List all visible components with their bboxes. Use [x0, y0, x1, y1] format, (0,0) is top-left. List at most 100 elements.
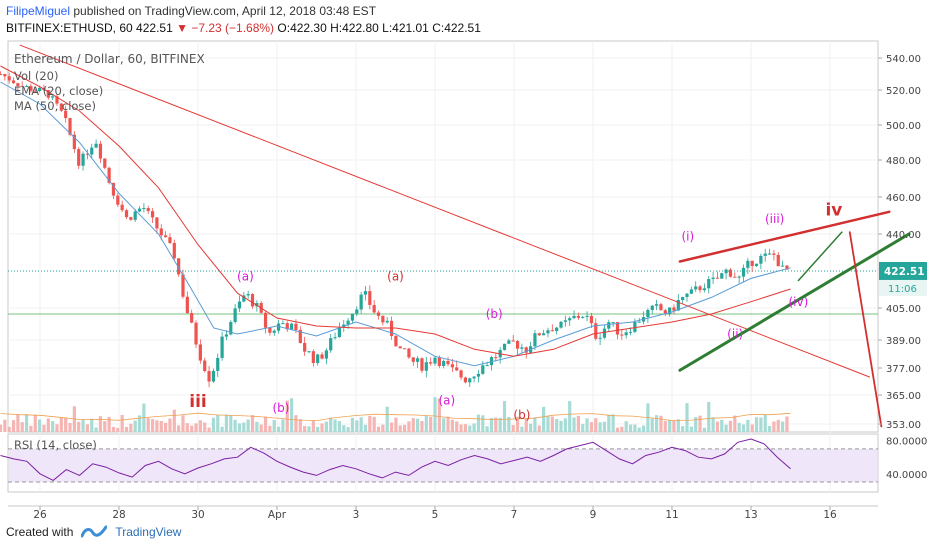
volume-bar	[546, 415, 550, 432]
volume-bar	[250, 415, 255, 432]
volume-bar	[324, 421, 328, 432]
volume-bar	[481, 415, 485, 432]
candle-body	[116, 195, 120, 205]
candle-body	[394, 335, 398, 347]
volume-bar	[55, 424, 59, 432]
volume-bar	[676, 419, 680, 432]
volume-bar	[90, 418, 94, 432]
author-link[interactable]: FilipeMiguel	[6, 4, 71, 18]
created-with-label: Created with	[6, 525, 74, 539]
candle-body	[20, 85, 24, 87]
candle-body	[233, 308, 237, 323]
volume-bar	[446, 416, 450, 432]
candle-body	[724, 269, 728, 274]
candle-body	[763, 253, 767, 256]
legend-entry: Vol (20)	[14, 69, 58, 83]
candle-body	[164, 235, 168, 238]
volume-bar	[320, 423, 324, 432]
rsi-line	[0, 438, 791, 481]
candle-body	[311, 351, 315, 364]
candle-body	[77, 149, 81, 166]
volume-bar	[650, 418, 654, 432]
volume-bar	[407, 421, 411, 432]
y-tick-label: 389.00	[886, 336, 921, 347]
volume-bar	[468, 425, 472, 432]
candle-body	[472, 376, 476, 379]
volume-bar	[64, 417, 68, 432]
candle-body	[290, 323, 294, 330]
volume-bar	[190, 425, 194, 432]
candle-body	[194, 322, 198, 345]
candle-body	[602, 328, 607, 338]
tradingview-brand[interactable]: TradingView	[115, 525, 182, 539]
y-tick-label: 500.00	[886, 121, 921, 132]
candle-body	[581, 316, 585, 318]
volume-bar	[776, 419, 780, 432]
publish-line: FilipeMiguel published on TradingView.co…	[6, 4, 376, 18]
candle-body	[263, 312, 268, 328]
volume-bar	[767, 425, 772, 432]
volume-bar	[3, 419, 7, 432]
volume-bar	[33, 415, 37, 432]
candle-body	[198, 344, 202, 361]
volume-bar	[520, 426, 524, 432]
volume-bar	[559, 420, 563, 432]
candle-body	[111, 182, 116, 196]
y-tick-label: 353.00	[886, 420, 921, 431]
volume-bar	[0, 424, 3, 432]
candle-body	[224, 334, 229, 337]
volume-bar	[172, 409, 176, 432]
candle-body	[146, 208, 150, 212]
volume-bar	[307, 426, 311, 432]
candle-body	[3, 74, 7, 77]
candle-body	[51, 96, 55, 98]
candle-body	[64, 110, 68, 119]
rsi-y-tick-label: 40.0000	[886, 470, 927, 481]
candle-body	[633, 321, 637, 332]
candle-body	[615, 322, 620, 335]
volume-bar	[689, 426, 693, 432]
volume-bar	[715, 421, 720, 432]
trendline-3[interactable]	[678, 232, 911, 372]
volume-bar	[164, 422, 168, 432]
candle-body	[411, 357, 415, 362]
volume-bar	[16, 414, 20, 432]
x-tick-label: 7	[511, 509, 518, 521]
candle-body	[237, 301, 242, 309]
volume-bar	[485, 426, 489, 432]
trendline-4[interactable]	[797, 231, 843, 282]
wave-label: (b)	[513, 408, 530, 422]
trendline-5[interactable]	[848, 231, 883, 428]
volume-bar	[576, 415, 580, 432]
rsi-band	[9, 448, 877, 483]
volume-bar	[155, 420, 159, 432]
candle-body	[359, 294, 363, 310]
volume-bar	[615, 427, 620, 432]
candle-body	[402, 348, 407, 350]
candle-body	[250, 294, 255, 307]
candle-body	[663, 310, 667, 315]
candle-body	[546, 330, 550, 334]
candle-body	[698, 286, 702, 291]
candle-body	[568, 318, 572, 321]
candle-body	[155, 217, 159, 229]
candle-body	[711, 277, 715, 280]
rsi-title: RSI (14, close)	[14, 438, 97, 452]
main-pane[interactable]	[7, 40, 879, 433]
y-tick-label: 480.00	[886, 156, 921, 167]
candle-body	[515, 341, 520, 349]
x-tick-label: 28	[112, 509, 125, 521]
last-price: 422.51	[136, 21, 173, 35]
candle-body	[81, 153, 85, 166]
candle-body	[303, 342, 307, 352]
volume-bar	[624, 421, 628, 432]
trendline-2[interactable]	[678, 210, 891, 263]
rsi-y-tick-label: 80.0000	[886, 437, 927, 448]
volume-bar	[594, 418, 598, 432]
volume-bar	[381, 424, 385, 432]
trendline-1[interactable]	[19, 44, 870, 378]
volume-bar	[107, 416, 111, 432]
x-tick-label: 9	[590, 509, 597, 521]
tradingview-logo-icon	[81, 525, 108, 538]
